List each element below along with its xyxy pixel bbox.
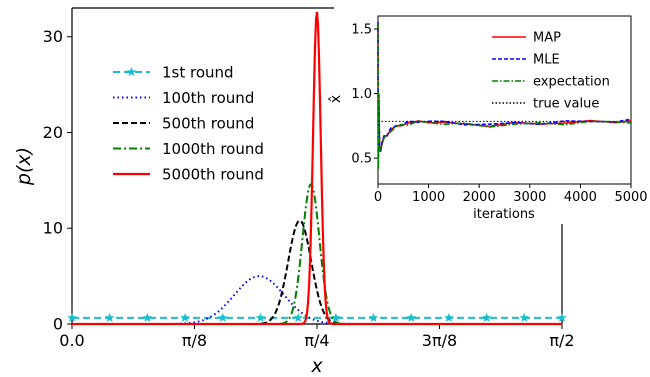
inset-x-tick-label: 3000 [513, 190, 546, 205]
main-x-tick-label: π/4 [304, 331, 329, 350]
inset-ticks: 0 1000 2000 3000 4000 5000 0.5 1.0 1.5 [351, 22, 647, 205]
series-line-1000th-round [72, 182, 562, 325]
legend-label: 1st round [162, 64, 234, 82]
legend-label: 100th round [162, 89, 254, 107]
series-marker-star [368, 312, 379, 322]
inset-y-tick-label: 1.0 [351, 87, 372, 102]
inset-plot: 0 1000 2000 3000 4000 5000 0.5 1.0 1.5 iteration… [328, 15, 648, 222]
main-x-tick-label: 0.0 [59, 331, 84, 350]
series-marker-star [104, 312, 115, 322]
inset-x-tick-label: 2000 [463, 190, 496, 205]
series-marker-star [142, 312, 153, 322]
legend-label: 1000th round [162, 140, 264, 158]
inset-legend: MAP MLE expectation true value [492, 31, 610, 112]
series-marker-star [218, 312, 228, 322]
series-marker-star [331, 312, 341, 322]
main-x-tick-label: π/8 [182, 331, 207, 350]
main-x-axis-label: x [310, 355, 323, 377]
series-marker-star [444, 312, 454, 322]
series-marker-star [406, 312, 416, 322]
main-x-tick-label: π/2 [549, 331, 574, 350]
inset-x-tick-label: 5000 [614, 190, 647, 205]
main-y-tick-label: 20 [43, 123, 63, 142]
series-marker-star [481, 312, 492, 322]
series-marker-star [293, 312, 303, 322]
series-marker-star [519, 312, 530, 322]
main-x-tick-label: 3π/8 [422, 331, 457, 350]
inset-y-axis-label: x̂ [328, 95, 344, 103]
inset-x-tick-label: 1000 [412, 190, 445, 205]
inset-y-tick-label: 1.5 [351, 22, 372, 37]
inset-legend-label: expectation [533, 75, 610, 90]
series-marker-star [557, 312, 567, 322]
main-y-tick-label: 0 [53, 315, 63, 334]
inset-x-tick-label: 0 [374, 190, 382, 205]
series-marker-star [255, 312, 266, 322]
main-y-tick-label: 10 [43, 219, 63, 238]
main-y-axis-label: p(x) [13, 147, 35, 186]
inset-x-tick-label: 4000 [564, 190, 597, 205]
inset-legend-label: MLE [533, 53, 560, 68]
legend-label: 500th round [162, 115, 254, 133]
series-line-500th-round [72, 219, 562, 325]
main-y-tick-label: 30 [43, 27, 63, 46]
inset-frame [377, 15, 632, 185]
legend-marker-star [126, 67, 137, 77]
inset-legend-label: MAP [533, 31, 561, 46]
main-legend: 1st round 100th round 500th round 1000th ro… [113, 64, 264, 184]
inset-legend-label: true value [533, 97, 599, 112]
series-marker-star [180, 312, 190, 322]
inset-line-expectation [377, 22, 632, 170]
inset-y-tick-label: 0.5 [351, 152, 372, 167]
legend-label: 5000th round [162, 166, 264, 184]
inset-x-axis-label: iterations [473, 207, 535, 222]
series-line-5000th-round [72, 11, 562, 326]
series-marker-star [67, 312, 77, 322]
inset-series-group [377, 21, 632, 170]
main-ticks: 0.0 π/8 π/4 3π/8 π/2 0 10 20 30 [43, 27, 575, 350]
main-series-group [67, 11, 567, 326]
